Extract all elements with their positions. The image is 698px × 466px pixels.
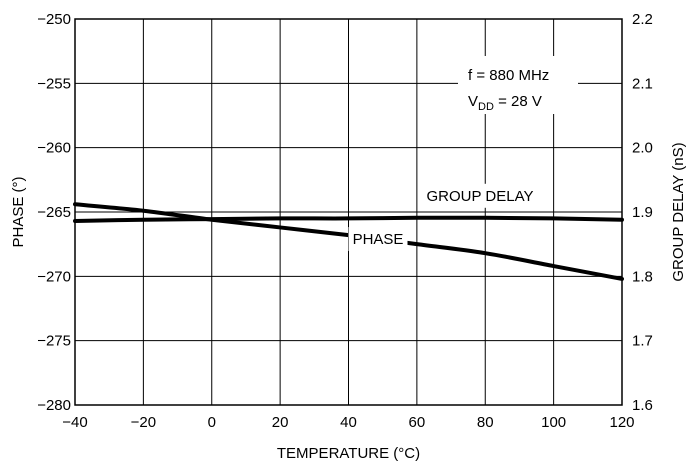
y-right-tick-label: 2.1 <box>632 75 653 92</box>
y-left-tick-label: −265 <box>37 204 71 221</box>
x-tick-label: 80 <box>477 414 494 431</box>
series-line-group-delay <box>73 215 624 224</box>
y-left-tick-label: −270 <box>37 268 71 285</box>
y-left-tick-label: −255 <box>37 75 71 92</box>
series-label-phase: PHASE <box>353 231 404 248</box>
x-tick-label: 120 <box>609 414 634 431</box>
y-right-tick-label: 1.9 <box>632 204 653 221</box>
x-axis-title: TEMPERATURE (°C) <box>277 445 420 462</box>
grid-lines <box>74 18 623 406</box>
y-right-tick-label: 2.0 <box>632 140 653 157</box>
x-tick-label: 60 <box>409 414 426 431</box>
y-right-tick-label: 1.6 <box>632 397 653 414</box>
series-label-bg <box>348 227 408 252</box>
x-tick-label: 40 <box>340 414 357 431</box>
y-left-tick-label: −275 <box>37 333 71 350</box>
x-tick-label: 0 <box>208 414 216 431</box>
y-left-tick-label: −280 <box>37 397 71 414</box>
conditions-annotation: f = 880 MHz VDD = 28 V <box>458 56 578 114</box>
y-axis-right-title: GROUP DELAY (nS) <box>670 142 687 281</box>
y-right-tick-label: 2.2 <box>632 11 653 28</box>
vdd-annotation: VDD = 28 V <box>468 93 542 113</box>
tick-labels: −40 −20 0 20 40 60 80 100 120 −280 −275 −270 −265 −26… <box>37 11 653 431</box>
y-right-tick-label: 1.7 <box>632 333 653 350</box>
series-label-group-delay: GROUP DELAY <box>427 188 534 205</box>
curves: PHASE GROUP DELAY <box>73 183 624 281</box>
frequency-annotation: f = 880 MHz <box>468 67 549 84</box>
y-right-tick-label: 1.8 <box>632 268 653 285</box>
plot-frame <box>74 18 623 406</box>
x-tick-label: 100 <box>541 414 566 431</box>
y-left-tick-label: −250 <box>37 11 71 28</box>
x-tick-label: −20 <box>131 414 156 431</box>
x-tick-label: −40 <box>62 414 87 431</box>
x-tick-label: 20 <box>272 414 289 431</box>
series-label-bg <box>422 183 538 208</box>
y-axis-left-title: PHASE (°) <box>10 176 27 247</box>
y-left-tick-label: −260 <box>37 140 71 157</box>
